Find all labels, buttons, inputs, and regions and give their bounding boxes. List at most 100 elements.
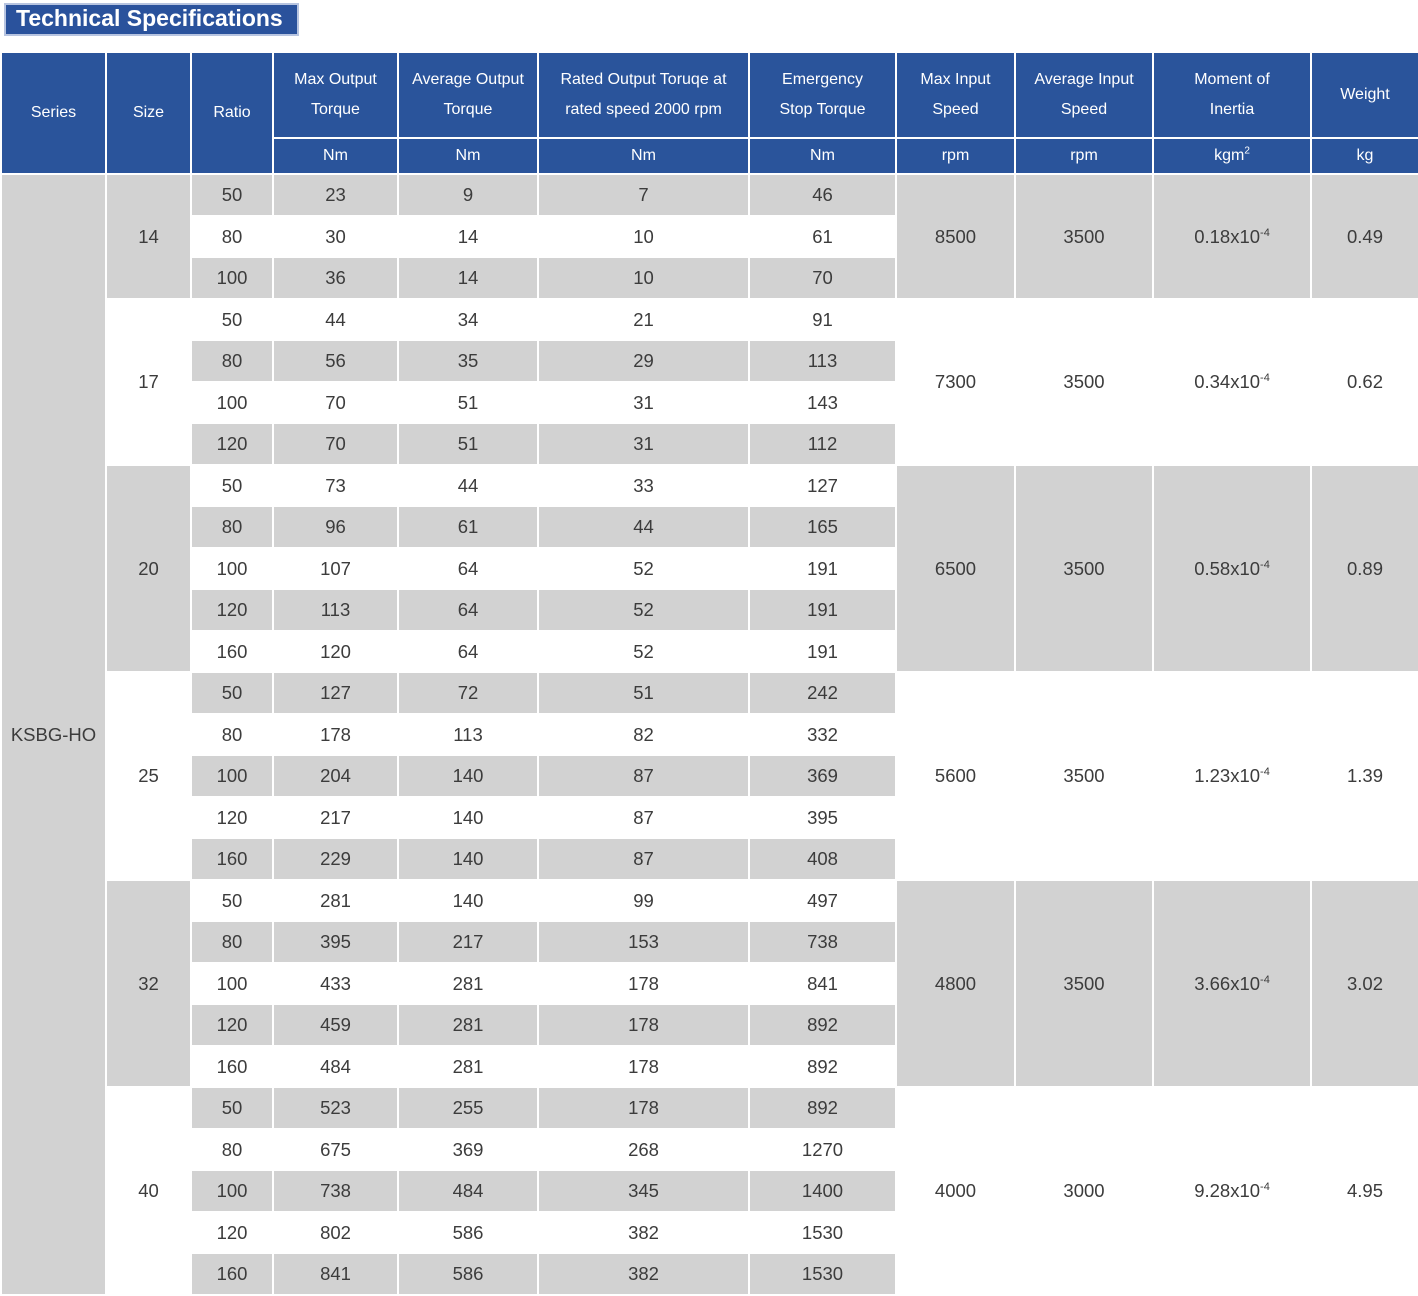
size-cell: 17 xyxy=(105,297,192,466)
max-output-torque-cell: 36 xyxy=(272,256,399,300)
average-output-torque-cell: 44 xyxy=(397,463,539,508)
average-output-torque-cell: 9 xyxy=(397,173,539,217)
average-output-torque-cell: 140 xyxy=(397,837,539,881)
average-output-torque-cell: 484 xyxy=(397,1169,539,1213)
ratio-cell: 50 xyxy=(190,463,274,508)
emergency-stop-torque-cell: 497 xyxy=(748,878,897,923)
emergency-stop-torque-cell: 165 xyxy=(748,505,897,549)
rated-output-torque-cell: 52 xyxy=(537,629,750,674)
ratio-cell: 100 xyxy=(190,256,274,300)
rated-output-torque-cell: 33 xyxy=(537,463,750,508)
max-output-torque-cell: 44 xyxy=(272,297,399,342)
ratio-cell: 50 xyxy=(190,173,274,217)
max-output-torque-cell: 484 xyxy=(272,1044,399,1089)
rated-output-torque-cell: 82 xyxy=(537,712,750,757)
col-header-moment-of-inertia: Moment of Inertia xyxy=(1152,51,1312,140)
max-output-torque-cell: 127 xyxy=(272,671,399,715)
max-output-torque-cell: 281 xyxy=(272,878,399,923)
table-row: 160 120 64 52 191 xyxy=(1,629,1418,674)
max-output-torque-cell: 120 xyxy=(272,629,399,674)
size-cell: 14 xyxy=(105,173,192,300)
emergency-stop-torque-cell: 143 xyxy=(748,380,897,425)
max-output-torque-cell: 217 xyxy=(272,795,399,840)
max-output-torque-cell: 841 xyxy=(272,1252,399,1296)
rated-output-torque-cell: 51 xyxy=(537,671,750,715)
table-row: 160 841 586 382 1530 xyxy=(1,1252,1418,1296)
emergency-stop-torque-cell: 91 xyxy=(748,297,897,342)
ratio-cell: 120 xyxy=(190,422,274,466)
rated-output-torque-cell: 268 xyxy=(537,1127,750,1172)
table-row: 120 459 281 178 892 xyxy=(1,1003,1418,1047)
average-output-torque-cell: 72 xyxy=(397,671,539,715)
table-row: 100 738 484 345 1400 xyxy=(1,1169,1418,1213)
max-output-torque-cell: 433 xyxy=(272,961,399,1006)
col-header-ratio: Ratio xyxy=(190,51,274,176)
col-header-emergency-stop-torque: Emergency Stop Torque xyxy=(748,51,897,140)
moment-of-inertia-cell: 0.18x10-4 xyxy=(1152,173,1312,300)
ratio-cell: 80 xyxy=(190,339,274,383)
table-row: 32 50 281 140 99 497 4800 3500 3.66x10-4 3.02 xyxy=(1,878,1418,1089)
col-unit-average-output-torque: Nm xyxy=(397,137,539,176)
rated-output-torque-cell: 178 xyxy=(537,961,750,1006)
table-row: 120 113 64 52 191 xyxy=(1,588,1418,632)
max-output-torque-cell: 56 xyxy=(272,339,399,383)
max-input-speed-cell: 8500 xyxy=(895,173,1016,300)
emergency-stop-torque-cell: 191 xyxy=(748,629,897,674)
rated-output-torque-cell: 10 xyxy=(537,214,750,259)
ratio-cell: 80 xyxy=(190,1127,274,1172)
table-body: KSBG-HO 14 50 23 9 7 46 8500 3500 0.18x10-4 0.49 80… xyxy=(0,173,1418,1296)
emergency-stop-torque-cell: 191 xyxy=(748,588,897,632)
average-output-torque-cell: 281 xyxy=(397,1003,539,1047)
average-output-torque-cell: 64 xyxy=(397,588,539,632)
emergency-stop-torque-cell: 1530 xyxy=(748,1252,897,1296)
table-header: Series Size Ratio Max Output Torque Average O… xyxy=(0,51,1418,176)
average-input-speed-cell: 3500 xyxy=(1014,297,1154,466)
average-output-torque-cell: 140 xyxy=(397,795,539,840)
ratio-cell: 100 xyxy=(190,546,274,591)
header-units-row: Nm Nm Nm Nm rpm rpm kgm2 kg xyxy=(1,137,1418,176)
average-output-torque-cell: 140 xyxy=(397,754,539,798)
ratio-cell: 160 xyxy=(190,1252,274,1296)
col-unit-max-output-torque: Nm xyxy=(272,137,399,176)
rated-output-torque-cell: 44 xyxy=(537,505,750,549)
rated-output-torque-cell: 87 xyxy=(537,795,750,840)
average-output-torque-cell: 64 xyxy=(397,629,539,674)
emergency-stop-torque-cell: 127 xyxy=(748,463,897,508)
emergency-stop-torque-cell: 46 xyxy=(748,173,897,217)
rated-output-torque-cell: 178 xyxy=(537,1003,750,1047)
moment-of-inertia-cell: 0.58x10-4 xyxy=(1152,463,1312,674)
average-output-torque-cell: 113 xyxy=(397,712,539,757)
max-output-torque-cell: 395 xyxy=(272,920,399,964)
emergency-stop-torque-cell: 395 xyxy=(748,795,897,840)
max-output-torque-cell: 229 xyxy=(272,837,399,881)
emergency-stop-torque-cell: 242 xyxy=(748,671,897,715)
rated-output-torque-cell: 31 xyxy=(537,422,750,466)
max-output-torque-cell: 73 xyxy=(272,463,399,508)
emergency-stop-torque-cell: 61 xyxy=(748,214,897,259)
ratio-cell: 100 xyxy=(190,754,274,798)
col-unit-rated-output-torque: Nm xyxy=(537,137,750,176)
table-row: 100 204 140 87 369 xyxy=(1,754,1418,798)
ratio-cell: 160 xyxy=(190,629,274,674)
rated-output-torque-cell: 10 xyxy=(537,256,750,300)
weight-cell: 3.02 xyxy=(1310,878,1418,1089)
col-unit-emergency-stop-torque: Nm xyxy=(748,137,897,176)
table-row: KSBG-HO 14 50 23 9 7 46 8500 3500 0.18x10-4 0.49 xyxy=(0,173,1418,1296)
rated-output-torque-cell: 29 xyxy=(537,339,750,383)
size-cell: 40 xyxy=(105,1086,192,1296)
rated-output-torque-cell: 178 xyxy=(537,1086,750,1130)
table-row: 20 50 73 44 33 127 6500 3500 0.58x10-4 0.89 xyxy=(1,463,1418,674)
ratio-cell: 80 xyxy=(190,505,274,549)
ratio-cell: 80 xyxy=(190,214,274,259)
average-output-torque-cell: 369 xyxy=(397,1127,539,1172)
size-cell: 25 xyxy=(105,671,192,881)
moment-of-inertia-cell: 0.34x10-4 xyxy=(1152,297,1312,466)
average-output-torque-cell: 14 xyxy=(397,256,539,300)
ratio-cell: 100 xyxy=(190,1169,274,1213)
emergency-stop-torque-cell: 332 xyxy=(748,712,897,757)
emergency-stop-torque-cell: 1530 xyxy=(748,1210,897,1255)
rated-output-torque-cell: 7 xyxy=(537,173,750,217)
max-output-torque-cell: 738 xyxy=(272,1169,399,1213)
average-output-torque-cell: 140 xyxy=(397,878,539,923)
average-output-torque-cell: 61 xyxy=(397,505,539,549)
